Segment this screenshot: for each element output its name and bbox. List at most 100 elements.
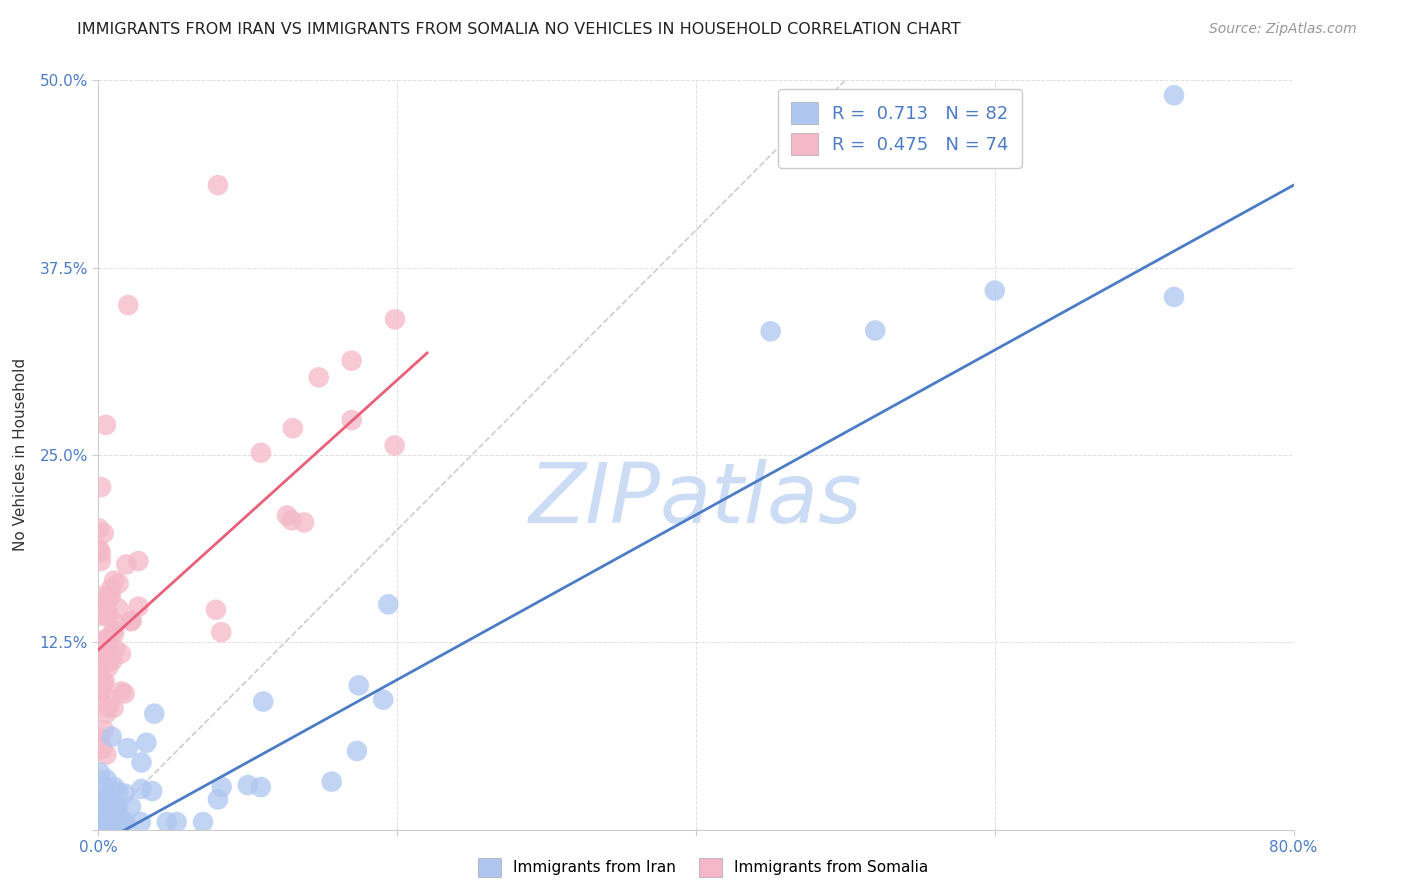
Point <box>250 780 273 794</box>
Point <box>96 815 118 830</box>
Point <box>96 772 118 787</box>
Point <box>128 599 150 614</box>
Point <box>94 815 117 830</box>
Point <box>98 815 121 830</box>
Point <box>98 815 121 830</box>
Point <box>97 806 120 821</box>
Point <box>98 798 121 813</box>
Point <box>96 632 118 647</box>
Point <box>90 603 112 617</box>
Point <box>205 603 228 617</box>
Point <box>98 815 121 830</box>
Point <box>340 353 363 368</box>
Point <box>91 815 114 830</box>
Point <box>276 508 298 523</box>
Point <box>207 792 229 806</box>
Point <box>90 546 112 560</box>
Point <box>104 616 127 631</box>
Point <box>97 589 120 603</box>
Point <box>250 446 273 460</box>
Point <box>236 778 259 792</box>
Point <box>100 581 122 595</box>
Point <box>97 815 120 830</box>
Point <box>89 683 111 698</box>
Point <box>90 815 112 830</box>
Point <box>100 815 122 830</box>
Point <box>96 645 118 659</box>
Point <box>108 814 131 828</box>
Point <box>96 792 118 806</box>
Point <box>1163 88 1185 103</box>
Point <box>93 780 115 794</box>
Point <box>211 780 233 794</box>
Point <box>89 815 111 830</box>
Point <box>100 590 122 604</box>
Point <box>347 678 370 692</box>
Point <box>96 605 118 619</box>
Point <box>91 815 114 830</box>
Point <box>100 815 122 830</box>
Point <box>97 607 120 622</box>
Point <box>984 284 1007 298</box>
Point <box>93 526 115 541</box>
Point <box>93 644 115 658</box>
Point <box>121 614 143 628</box>
Point <box>117 741 139 756</box>
Point <box>114 686 136 700</box>
Point <box>96 639 118 653</box>
Point <box>97 815 120 830</box>
Point <box>105 802 128 816</box>
Point <box>141 784 163 798</box>
Point <box>280 513 302 527</box>
Point <box>90 590 112 604</box>
Point <box>93 723 115 738</box>
Point <box>252 695 274 709</box>
Point <box>87 542 110 557</box>
Point <box>104 815 127 830</box>
Point <box>93 799 115 814</box>
Point <box>110 815 132 830</box>
Point <box>308 370 330 384</box>
Point <box>191 815 214 830</box>
Point <box>108 815 131 830</box>
Point <box>89 815 111 830</box>
Point <box>90 554 112 568</box>
Point <box>100 797 122 812</box>
Point <box>93 674 115 689</box>
Point <box>865 323 887 337</box>
Point <box>103 574 125 588</box>
Point <box>127 554 149 568</box>
Legend: Immigrants from Iran, Immigrants from Somalia: Immigrants from Iran, Immigrants from So… <box>470 850 936 884</box>
Point <box>111 815 134 830</box>
Point <box>373 692 395 706</box>
Point <box>94 815 117 830</box>
Point <box>98 652 121 666</box>
Point <box>98 802 121 816</box>
Point <box>100 693 122 707</box>
Point <box>321 774 343 789</box>
Point <box>90 480 112 494</box>
Point <box>91 742 114 756</box>
Point <box>103 815 125 830</box>
Point <box>90 683 112 698</box>
Point <box>110 815 132 830</box>
Legend: R =  0.713   N = 82, R =  0.475   N = 74: R = 0.713 N = 82, R = 0.475 N = 74 <box>779 89 1022 168</box>
Point <box>103 626 125 640</box>
Point <box>207 178 229 193</box>
Point <box>89 815 111 830</box>
Point <box>117 298 139 312</box>
Point <box>110 815 132 830</box>
Point <box>100 815 122 830</box>
Point <box>93 815 115 830</box>
Point <box>91 815 114 830</box>
Point <box>346 744 368 758</box>
Point <box>281 421 304 435</box>
Point <box>89 791 111 805</box>
Point <box>96 813 118 827</box>
Point <box>90 639 112 653</box>
Point <box>110 647 132 661</box>
Y-axis label: No Vehicles in Household: No Vehicles in Household <box>14 359 28 551</box>
Point <box>114 787 136 801</box>
Point <box>101 815 124 830</box>
Point <box>143 706 166 721</box>
